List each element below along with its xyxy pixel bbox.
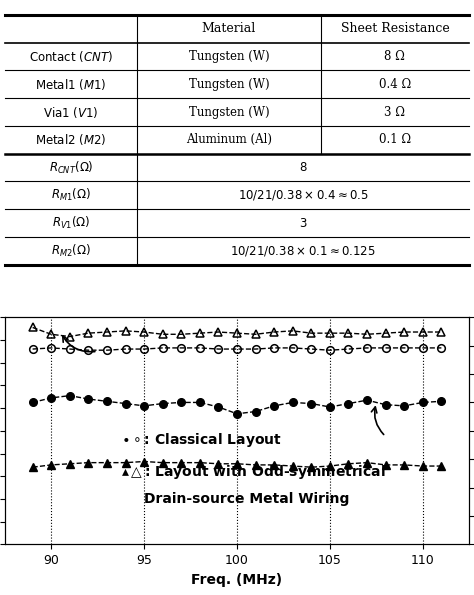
Text: Drain-source Metal Wiring: Drain-source Metal Wiring xyxy=(144,492,349,506)
Text: 0.4 Ω: 0.4 Ω xyxy=(379,78,411,91)
Text: Material: Material xyxy=(202,22,256,35)
Text: 8 Ω: 8 Ω xyxy=(384,50,405,63)
Text: $R_{V1}$($\Omega$): $R_{V1}$($\Omega$) xyxy=(52,215,90,231)
Text: $R_{M2}$($\Omega$): $R_{M2}$($\Omega$) xyxy=(51,243,91,259)
Text: Aluminum (Al): Aluminum (Al) xyxy=(186,133,272,146)
Text: $3$: $3$ xyxy=(299,217,308,230)
X-axis label: Freq. (MHz): Freq. (MHz) xyxy=(191,573,283,587)
Text: Metal1 ($M1$): Metal1 ($M1$) xyxy=(35,77,107,92)
Text: $\bullet\circ$: Classical Layout: $\bullet\circ$: Classical Layout xyxy=(121,431,282,449)
Text: $10/21/0.38\times0.1\approx0.125$: $10/21/0.38\times0.1\approx0.125$ xyxy=(230,244,376,258)
Text: $\blacktriangle\triangle$: Layout with Odd-symmetrical: $\blacktriangle\triangle$: Layout with O… xyxy=(121,463,386,481)
Text: Via1 ($V1$): Via1 ($V1$) xyxy=(43,105,99,120)
Text: $R_{M1}$($\Omega$): $R_{M1}$($\Omega$) xyxy=(51,187,91,203)
Text: Tungsten (W): Tungsten (W) xyxy=(189,50,269,63)
Text: Tungsten (W): Tungsten (W) xyxy=(189,105,269,118)
Text: $8$: $8$ xyxy=(299,161,308,174)
Text: $10/21/0.38\times0.4\approx0.5$: $10/21/0.38\times0.4\approx0.5$ xyxy=(238,189,369,202)
Text: 0.1 Ω: 0.1 Ω xyxy=(379,133,411,146)
Text: Contact ($CNT$): Contact ($CNT$) xyxy=(29,49,113,64)
Text: Metal2 ($M2$): Metal2 ($M2$) xyxy=(35,132,107,148)
Text: Tungsten (W): Tungsten (W) xyxy=(189,78,269,91)
Text: 3 Ω: 3 Ω xyxy=(384,105,405,118)
Text: $R_{CNT}$($\Omega$): $R_{CNT}$($\Omega$) xyxy=(49,159,93,176)
Text: Sheet Resistance: Sheet Resistance xyxy=(340,22,449,35)
